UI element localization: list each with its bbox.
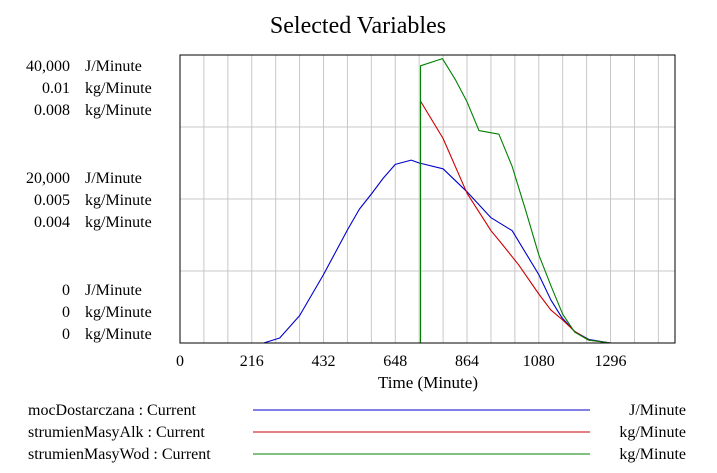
legend-unit: kg/Minute [619,424,686,441]
x-tick-label: 1080 [523,353,555,370]
x-tick-label: 216 [240,353,264,370]
x-axis-label: Time (Minute) [378,373,478,392]
y-tick-value: 20,000 [26,170,70,187]
y-tick-value: 0 [62,304,70,321]
x-tick-labels: 0 216 432 648 864 1080 1296 [176,353,627,370]
y-tick-unit: J/Minute [85,282,142,299]
y-tick-unit: kg/Minute [85,102,152,119]
series-line-1 [180,159,675,344]
y-tick-value: 0.004 [34,214,70,231]
x-tick-label: 0 [176,353,184,370]
legend-unit: J/Minute [629,402,686,419]
x-tick-label: 1296 [595,353,627,370]
y-tick-labels: 40,000 J/Minute 0.01 kg/Minute 0.008 kg/Minut… [26,58,152,343]
x-tick-label: 432 [312,353,336,370]
x-tick-label: 864 [455,353,479,370]
series-line-3 [180,58,675,344]
legend: mocDostarczana : Current J/Minute strumien… [28,402,686,463]
y-tick-unit: kg/Minute [85,304,152,321]
y-tick-unit: kg/Minute [85,326,152,343]
x-tick-label: 648 [383,353,407,370]
legend-label: strumienMasyWod : Current [28,446,211,463]
legend-label: strumienMasyAlk : Current [28,424,205,441]
legend-unit: kg/Minute [619,446,686,463]
series-line-2 [180,100,675,344]
plot-frame [179,54,676,344]
y-tick-unit: J/Minute [85,170,142,187]
y-tick-value: 0.008 [34,102,70,119]
grid [180,55,675,343]
y-tick-unit: kg/Minute [85,80,152,97]
y-tick-value: 0 [62,282,70,299]
y-tick-unit: kg/Minute [85,192,152,209]
y-tick-value: 0 [62,326,70,343]
y-tick-unit: J/Minute [85,58,142,75]
y-tick-value: 40,000 [26,58,70,75]
y-tick-unit: kg/Minute [85,214,152,231]
y-tick-value: 0.01 [42,80,70,97]
y-tick-value: 0.005 [34,192,70,209]
series-group [180,58,675,344]
legend-label: mocDostarczana : Current [28,402,196,419]
chart-title: Selected Variables [270,13,446,39]
